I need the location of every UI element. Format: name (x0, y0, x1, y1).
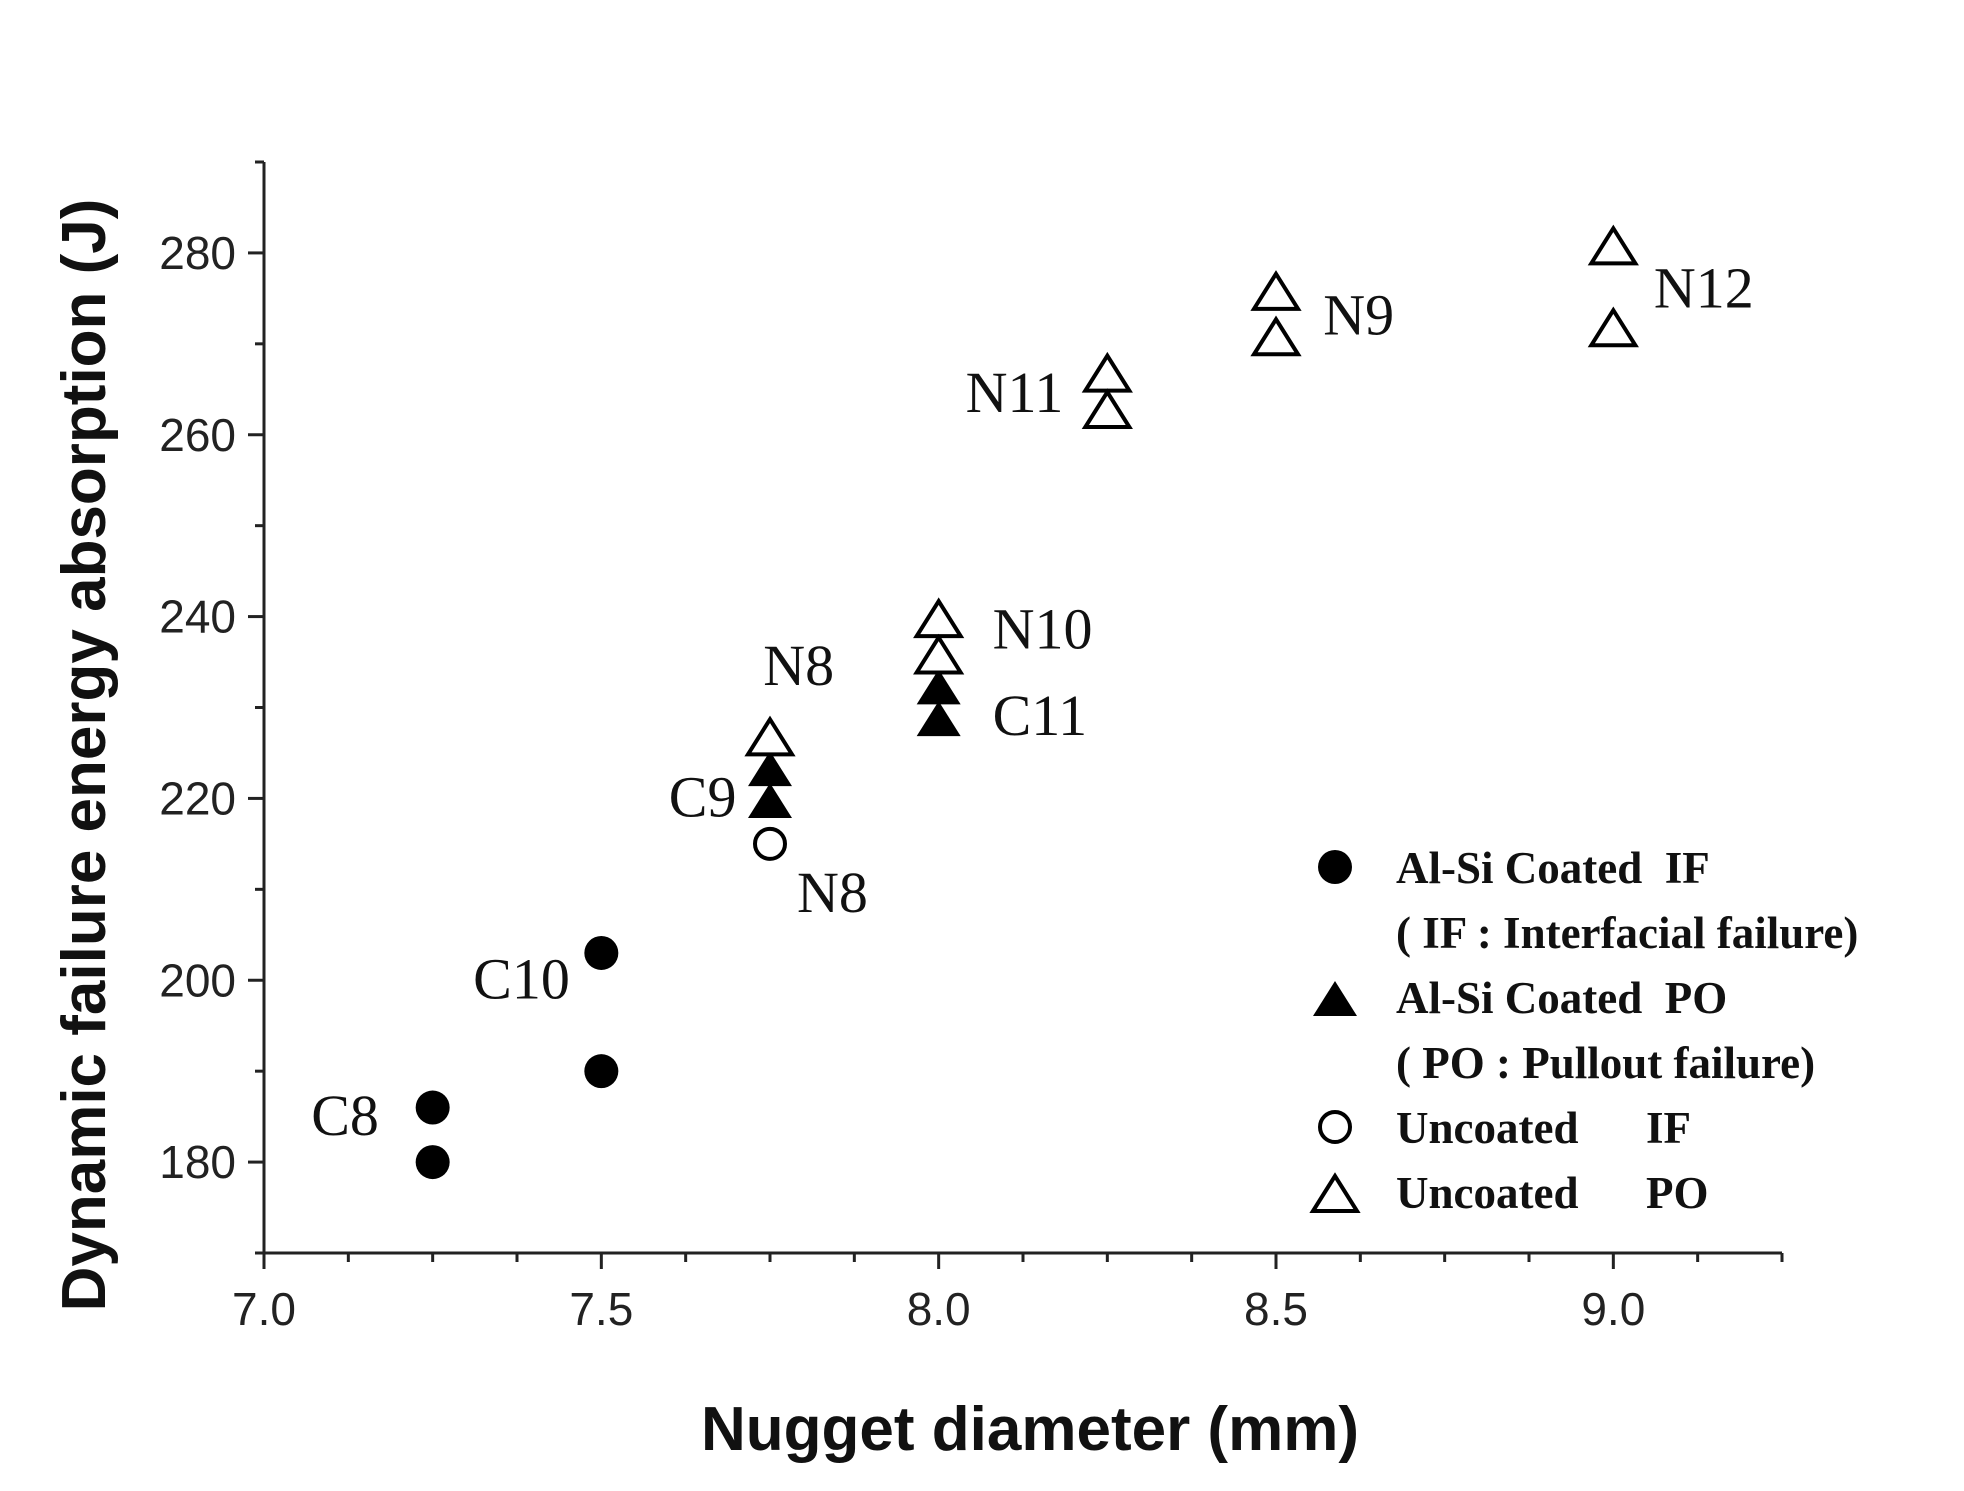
legend-item: Uncoated IF (1318, 1103, 1691, 1153)
data-point (744, 715, 796, 757)
point-label: N8 (797, 860, 868, 925)
legend-marker (1318, 1110, 1352, 1144)
series-circle-open (753, 826, 787, 861)
point-label: N9 (1323, 283, 1394, 348)
data-point (1250, 315, 1302, 357)
data-point (1587, 306, 1639, 348)
data-points (415, 224, 1639, 1180)
point-label: C11 (993, 683, 1088, 748)
data-point (916, 669, 961, 705)
point-label: C9 (669, 765, 737, 830)
legend-label: ( IF : Interfacial failure) (1396, 908, 1858, 958)
x-tick-label: 7.5 (569, 1283, 633, 1335)
series-circle-filled (415, 935, 619, 1180)
point-label: N11 (966, 360, 1064, 425)
legend-marker (1313, 981, 1357, 1016)
y-tick-label: 180 (159, 1136, 236, 1188)
legend-label: Al-Si Coated PO (1396, 973, 1727, 1023)
legend-item: Al-Si Coated IF ( IF : Interfacial failur… (1318, 843, 1858, 958)
data-point (1081, 388, 1133, 430)
data-point (913, 597, 965, 639)
data-point (748, 751, 792, 787)
y-tick-label: 220 (159, 772, 236, 824)
legend-label: ( PO : Pullout failure) (1396, 1038, 1815, 1088)
data-point (415, 1090, 450, 1125)
x-axis-title: Nugget diameter (mm) (701, 1395, 1359, 1464)
y-tick-label: 240 (159, 591, 236, 643)
legend-item: Al-Si Coated PO ( PO : Pullout failure) (1313, 973, 1815, 1088)
point-label: N8 (763, 633, 834, 698)
series-triangle-open (744, 224, 1639, 757)
legend-label: Al-Si Coated IF (1396, 843, 1710, 893)
data-point (748, 782, 792, 818)
y-tick-label: 200 (159, 954, 236, 1006)
x-tick-label: 8.5 (1244, 1283, 1308, 1335)
point-label: N12 (1654, 255, 1754, 320)
legend-label: Uncoated PO (1396, 1168, 1708, 1218)
data-point (1250, 270, 1302, 311)
x-tick-label: 7.0 (232, 1283, 296, 1335)
point-label: N10 (993, 596, 1093, 661)
legend-marker (1309, 1172, 1361, 1213)
data-point (415, 1145, 450, 1180)
data-point (753, 826, 787, 861)
data-point (1587, 224, 1639, 266)
legend: Al-Si Coated IF ( IF : Interfacial failur… (1309, 843, 1858, 1218)
x-axis-ticks: 7.0 7.5 8.0 8.5 9.0 (232, 1253, 1784, 1335)
legend-label: Uncoated IF (1396, 1103, 1691, 1153)
y-axis-title: Dynamic failure energy absorption (J) (50, 199, 119, 1312)
y-tick-label: 280 (159, 227, 236, 279)
data-point (916, 701, 961, 737)
data-point (584, 935, 619, 970)
x-tick-label: 8.0 (907, 1283, 971, 1335)
legend-item: Uncoated PO (1309, 1168, 1708, 1218)
point-label: C8 (311, 1083, 379, 1148)
point-annotations: C8 C10 C9 N8 N8 N10 C11 N11 N9 N12 (311, 255, 1753, 1147)
legend-marker (1318, 850, 1352, 884)
data-point (913, 633, 965, 675)
x-tick-label: 9.0 (1581, 1283, 1645, 1335)
data-point (1081, 351, 1133, 393)
series-triangle-filled (748, 669, 961, 818)
data-point (584, 1054, 619, 1089)
y-tick-label: 260 (159, 409, 236, 461)
point-label: C10 (473, 946, 570, 1011)
y-axis-ticks: 180 200 220 240 260 280 (159, 160, 264, 1255)
